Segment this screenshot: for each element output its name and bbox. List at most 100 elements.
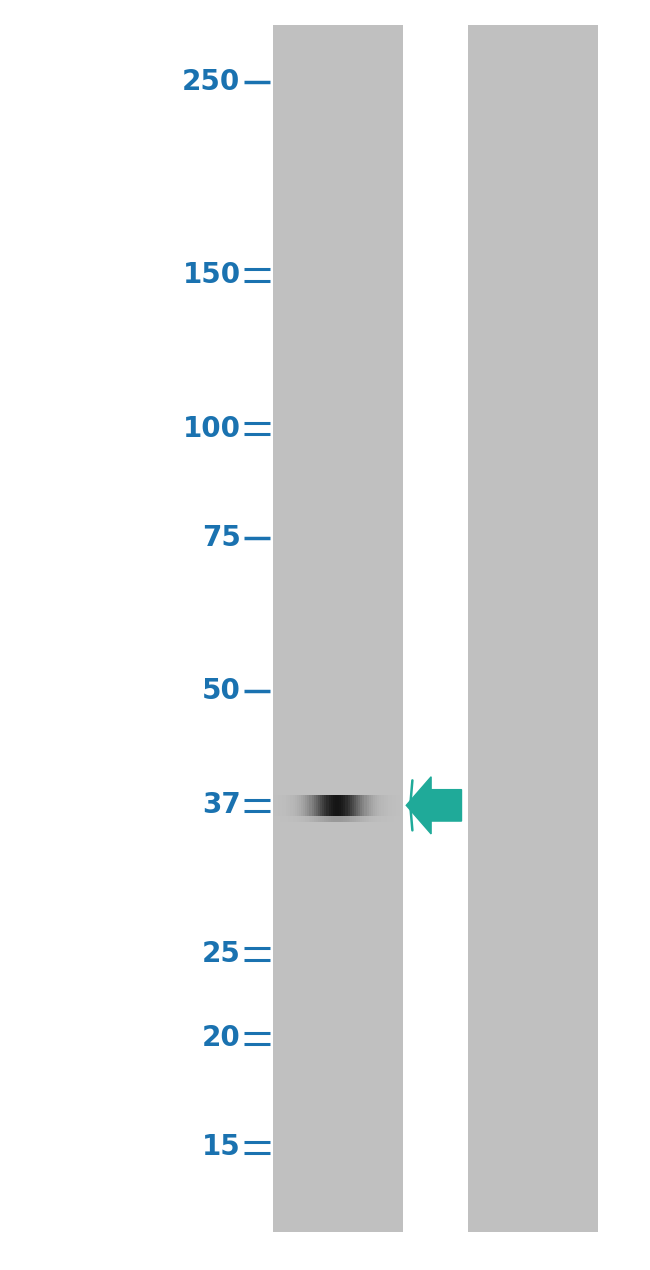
- Bar: [387, 815, 389, 822]
- Text: 15: 15: [202, 1133, 240, 1161]
- Bar: [380, 795, 382, 815]
- Bar: [373, 815, 375, 822]
- Bar: [328, 815, 330, 822]
- Bar: [390, 795, 392, 815]
- Bar: [344, 815, 346, 822]
- Bar: [330, 815, 332, 822]
- Text: 25: 25: [202, 940, 240, 968]
- Bar: [350, 795, 352, 815]
- Bar: [352, 815, 354, 822]
- Bar: [377, 795, 380, 815]
- Bar: [339, 795, 341, 815]
- Bar: [326, 815, 328, 822]
- Bar: [375, 795, 377, 815]
- Bar: [328, 795, 331, 815]
- Bar: [367, 815, 369, 822]
- Bar: [343, 795, 345, 815]
- Bar: [318, 795, 320, 815]
- Bar: [303, 815, 305, 822]
- Bar: [356, 815, 358, 822]
- Bar: [299, 815, 301, 822]
- Bar: [284, 795, 286, 815]
- Bar: [301, 815, 303, 822]
- Bar: [332, 815, 333, 822]
- Bar: [384, 795, 385, 815]
- Bar: [373, 795, 375, 815]
- Bar: [286, 815, 287, 822]
- Bar: [282, 795, 284, 815]
- Bar: [369, 815, 371, 822]
- Bar: [356, 795, 358, 815]
- Bar: [385, 795, 388, 815]
- Text: 1: 1: [329, 0, 347, 6]
- Bar: [278, 795, 280, 815]
- Bar: [362, 815, 364, 822]
- Bar: [314, 815, 316, 822]
- FancyArrow shape: [406, 777, 462, 834]
- Bar: [391, 815, 393, 822]
- Bar: [316, 815, 318, 822]
- Bar: [289, 795, 291, 815]
- Bar: [341, 815, 343, 822]
- Bar: [383, 815, 385, 822]
- Bar: [320, 815, 322, 822]
- Bar: [345, 795, 348, 815]
- Bar: [379, 815, 381, 822]
- Bar: [346, 815, 348, 822]
- Bar: [276, 795, 278, 815]
- Bar: [297, 815, 299, 822]
- Bar: [293, 815, 295, 822]
- Bar: [337, 815, 339, 822]
- Bar: [360, 795, 362, 815]
- Bar: [313, 815, 314, 822]
- Bar: [350, 815, 352, 822]
- Bar: [326, 795, 328, 815]
- Bar: [314, 795, 316, 815]
- Bar: [299, 795, 301, 815]
- Text: 37: 37: [202, 791, 240, 819]
- Bar: [322, 815, 324, 822]
- Bar: [394, 795, 396, 815]
- Bar: [382, 795, 383, 815]
- Bar: [307, 815, 309, 822]
- Bar: [377, 815, 379, 822]
- Bar: [354, 815, 356, 822]
- Bar: [393, 815, 394, 822]
- Bar: [331, 795, 333, 815]
- Bar: [468, 25, 598, 1232]
- Bar: [273, 25, 403, 1232]
- Text: 100: 100: [183, 415, 240, 443]
- Bar: [389, 815, 391, 822]
- Bar: [375, 815, 377, 822]
- Bar: [392, 795, 394, 815]
- Bar: [337, 795, 339, 815]
- Bar: [367, 795, 369, 815]
- Bar: [282, 815, 284, 822]
- Bar: [324, 795, 326, 815]
- Bar: [322, 795, 324, 815]
- Bar: [294, 795, 297, 815]
- Bar: [348, 815, 350, 822]
- Bar: [341, 795, 343, 815]
- Bar: [291, 815, 293, 822]
- Bar: [348, 795, 350, 815]
- Bar: [364, 815, 366, 822]
- Bar: [370, 795, 373, 815]
- Bar: [398, 795, 400, 815]
- Bar: [311, 815, 313, 822]
- Bar: [339, 815, 341, 822]
- Bar: [324, 815, 326, 822]
- Text: 2: 2: [524, 0, 542, 6]
- Bar: [335, 795, 337, 815]
- Bar: [320, 795, 322, 815]
- Bar: [287, 815, 289, 822]
- Text: 250: 250: [182, 67, 240, 95]
- Text: 20: 20: [202, 1025, 240, 1053]
- Bar: [352, 795, 354, 815]
- Bar: [280, 815, 282, 822]
- Bar: [289, 815, 291, 822]
- Bar: [333, 795, 335, 815]
- Bar: [365, 795, 367, 815]
- Bar: [307, 795, 309, 815]
- Bar: [360, 815, 362, 822]
